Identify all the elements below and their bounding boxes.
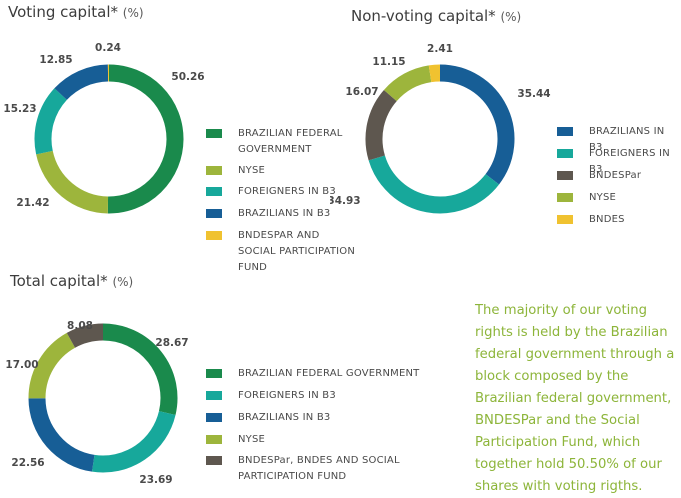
legend-label: BRAZILIANS IN B3 — [238, 206, 330, 222]
legend-swatch — [206, 129, 222, 138]
donut-slice — [37, 340, 71, 398]
legend-label: NYSE — [238, 432, 265, 448]
nonvoting-title-text: Non-voting capital* — [351, 7, 496, 25]
slice-value-label: 2.41 — [427, 43, 453, 55]
slice-value-label: 0.24 — [95, 42, 121, 54]
donut-slice — [390, 74, 430, 96]
total-legend-item: NYSE — [206, 432, 265, 448]
voting-title-unit: (%) — [123, 6, 144, 20]
donut-slice — [93, 413, 167, 464]
legend-label: BNDES — [589, 212, 625, 228]
donut-slice — [44, 153, 107, 205]
legend-swatch — [206, 435, 222, 444]
total-title-unit: (%) — [112, 275, 133, 289]
slice-value-label: 28.67 — [155, 337, 188, 349]
legend-label: FOREIGNERS IN B3 — [238, 388, 336, 404]
donut-slice — [37, 398, 93, 463]
legend-label: BNDESPar — [589, 168, 641, 184]
legend-label: BRAZILIAN FEDERAL GOVERNMENT — [238, 366, 419, 382]
legend-label: BNDESPar, BNDES AND SOCIAL PARTICIPATION… — [238, 453, 406, 485]
nonvoting-legend-item: BNDESPar — [557, 168, 641, 184]
total-title-text: Total capital* — [10, 272, 108, 290]
legend-swatch — [206, 369, 222, 378]
legend-swatch — [206, 166, 222, 175]
donut-slice — [374, 96, 390, 158]
voting-title-text: Voting capital* — [8, 3, 118, 21]
legend-label: NYSE — [589, 190, 616, 206]
donut-slice — [43, 94, 61, 153]
total-legend-item: FOREIGNERS IN B3 — [206, 388, 336, 404]
total-legend-item: BRAZILIAN FEDERAL GOVERNMENT — [206, 366, 419, 382]
legend-swatch — [557, 127, 573, 136]
slice-value-label: 16.07 — [345, 86, 378, 98]
legend-label: BNDESPAR AND SOCIAL PARTICIPATION FUND — [238, 228, 356, 276]
legend-swatch — [206, 187, 222, 196]
voting-legend-item: BRAZILIANS IN B3 — [206, 206, 330, 222]
legend-label: FOREIGNERS IN B3 — [238, 184, 336, 200]
slice-value-label: 12.85 — [39, 54, 72, 66]
voting-legend-item: FOREIGNERS IN B3 — [206, 184, 336, 200]
slice-value-label: 21.42 — [16, 197, 49, 209]
total-legend-item: BRAZILIANS IN B3 — [206, 410, 330, 426]
legend-swatch — [206, 456, 222, 465]
legend-swatch — [557, 149, 573, 158]
nonvoting-title-unit: (%) — [500, 10, 521, 24]
slice-value-label: 11.15 — [372, 56, 405, 68]
legend-swatch — [557, 193, 573, 202]
slice-value-label: 23.69 — [139, 474, 172, 486]
legend-swatch — [557, 171, 573, 180]
slice-value-label: 17.00 — [5, 359, 38, 371]
donut-slice — [108, 73, 175, 205]
voting-rights-note: The majority of our voting rights is hel… — [475, 300, 675, 498]
slice-value-label: 15.23 — [3, 103, 36, 115]
legend-label: NYSE — [238, 163, 265, 179]
nonvoting-legend-item: NYSE — [557, 190, 616, 206]
slice-value-label: 34.93 — [330, 195, 361, 207]
legend-label: BRAZILIANS IN B3 — [238, 410, 330, 426]
voting-legend-item: BNDESPAR AND SOCIAL PARTICIPATION FUND — [206, 228, 356, 276]
donut-slice — [377, 158, 493, 205]
slice-value-label: 50.26 — [171, 71, 204, 83]
donut-slice — [61, 73, 108, 94]
voting-donut: 50.26 21.42 15.23 12.85 0.24 — [0, 30, 230, 230]
nonvoting-legend-item: BNDES — [557, 212, 625, 228]
total-chart-title: Total capital* (%) — [10, 272, 133, 290]
legend-swatch — [206, 231, 222, 240]
legend-swatch — [206, 209, 222, 218]
voting-chart-title: Voting capital* (%) — [8, 3, 144, 21]
slice-value-label: 8.08 — [67, 320, 93, 332]
slice-value-label: 35.44 — [517, 88, 550, 100]
legend-swatch — [206, 391, 222, 400]
nonvoting-chart-title: Non-voting capital* (%) — [351, 7, 521, 25]
nonvoting-donut: 35.44 34.93 16.07 11.15 2.41 — [330, 30, 560, 230]
donut-slice — [71, 332, 103, 340]
donut-slice — [440, 73, 506, 179]
voting-legend-item: NYSE — [206, 163, 265, 179]
slice-value-label: 22.56 — [11, 457, 44, 469]
total-legend-item: BNDESPar, BNDES AND SOCIAL PARTICIPATION… — [206, 453, 406, 485]
total-donut: 28.67 23.69 22.56 17.00 8.08 — [0, 300, 230, 497]
donut-slice — [430, 73, 440, 74]
legend-swatch — [557, 215, 573, 224]
legend-swatch — [206, 413, 222, 422]
